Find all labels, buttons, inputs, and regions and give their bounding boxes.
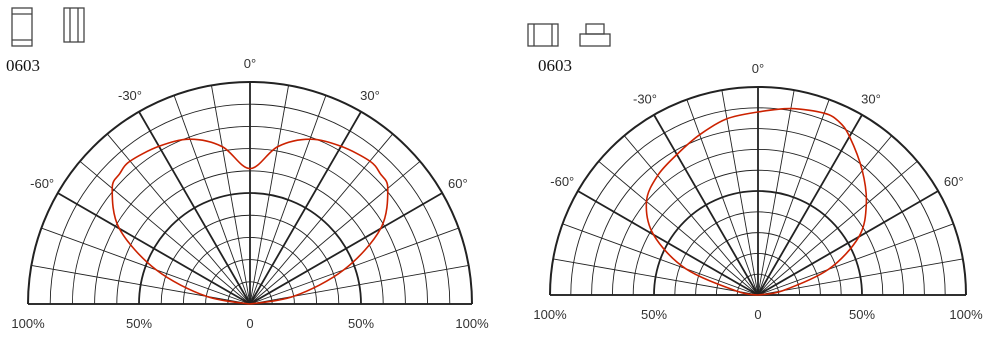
component-front-view-icon — [527, 23, 559, 47]
grid-spoke — [41, 227, 251, 305]
grid-spoke — [757, 135, 893, 296]
grid-spoke — [653, 114, 759, 296]
package-icons — [11, 7, 85, 47]
radial-tick-label: 0 — [246, 316, 253, 331]
angle-label: -60° — [30, 176, 54, 191]
radiation-curve — [111, 138, 389, 305]
grid-spoke — [249, 95, 327, 305]
grid-spoke — [757, 223, 954, 296]
polar-chart-left: -60° -30° 0° 30° 60° 100% 50% 0 50% 100% 0603 — [6, 7, 489, 331]
grid-spoke — [623, 135, 759, 296]
grid-spoke — [757, 258, 963, 296]
grid-spoke — [211, 85, 251, 305]
package-label: 0603 — [538, 56, 572, 75]
grid-spoke — [249, 133, 394, 305]
radial-tick-label: 100% — [949, 307, 983, 322]
angle-label: 30° — [861, 91, 881, 106]
grid-spoke — [79, 160, 251, 305]
angle-label: -60° — [550, 174, 574, 189]
polar-chart-right: -60° -30° 0° 30° 60° 100% 50% 0 50% 100% 0603 — [500, 0, 987, 338]
component-side-view-icon — [63, 7, 85, 43]
angle-label: -30° — [118, 88, 142, 103]
polar-grid — [549, 86, 967, 296]
radial-tick-label: 50% — [849, 307, 875, 322]
grid-spoke — [31, 265, 251, 305]
angle-label: -30° — [633, 91, 657, 106]
radial-tick-label: 50% — [641, 307, 667, 322]
radial-tick-label: 50% — [348, 316, 374, 331]
grid-spoke — [249, 227, 459, 305]
grid-spoke — [249, 265, 469, 305]
radial-tick-label: 50% — [126, 316, 152, 331]
grid-spoke — [757, 90, 795, 296]
angle-label: 60° — [448, 176, 468, 191]
grid-spoke — [249, 85, 289, 305]
grid-spoke — [249, 160, 421, 305]
polar-chart-right-svg: -60° -30° 0° 30° 60° 100% 50% 0 50% 100% — [527, 23, 983, 322]
grid-spoke — [249, 111, 362, 305]
angle-label: 30° — [360, 88, 380, 103]
component-flat-side-icon — [579, 23, 611, 47]
radiation-curve — [645, 107, 868, 296]
radial-tick-label: 100% — [11, 316, 45, 331]
grid-spoke — [57, 192, 251, 305]
grid-spoke — [757, 190, 939, 296]
grid-spoke — [562, 223, 759, 296]
polar-grid — [27, 81, 473, 305]
grid-spoke — [757, 99, 830, 296]
component-top-view-icon — [11, 7, 33, 47]
grid-spoke — [686, 99, 759, 296]
polar-chart-left-svg: -60° -30° 0° 30° 60° 100% 50% 0 50% 100% — [11, 7, 489, 331]
angle-label: 0° — [752, 61, 764, 76]
grid-spoke — [721, 90, 759, 296]
radial-tick-label: 100% — [533, 307, 567, 322]
grid-spoke — [757, 114, 863, 296]
grid-spoke — [757, 160, 918, 296]
angle-label: 0° — [244, 56, 256, 71]
radial-tick-label: 0 — [754, 307, 761, 322]
grid-spoke — [598, 160, 759, 296]
grid-spoke — [138, 111, 251, 305]
package-icons — [527, 23, 611, 47]
grid-spoke — [173, 95, 251, 305]
grid-spoke — [249, 192, 443, 305]
package-label: 0603 — [6, 56, 40, 75]
radial-tick-label: 100% — [455, 316, 489, 331]
grid-spoke — [577, 190, 759, 296]
grid-spoke — [553, 258, 759, 296]
angle-label: 60° — [944, 174, 964, 189]
grid-spoke — [106, 133, 251, 305]
